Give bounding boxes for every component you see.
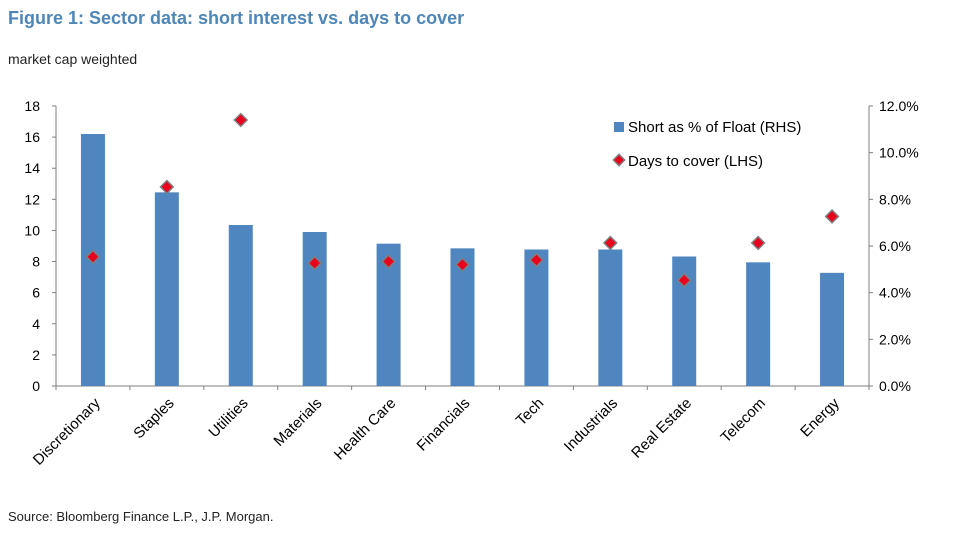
y-left-tick-label: 10 bbox=[24, 222, 40, 238]
y-left-tick-label: 8 bbox=[32, 254, 40, 270]
x-category-label: Telecom bbox=[717, 395, 769, 447]
chart-title: Figure 1: Sector data: short interest vs… bbox=[8, 8, 465, 28]
legend-diamond-label: Days to cover (LHS) bbox=[628, 153, 763, 170]
plot-area: 0 2 4 6 8 10 12 14 16 18 0.0% 2.0% 4.0% 6.0% 8.0% 10.0%… bbox=[24, 98, 918, 469]
y-left-tick-label: 12 bbox=[24, 191, 40, 207]
days-to-cover-marker bbox=[159, 179, 175, 195]
x-category-label: Health Care bbox=[331, 395, 400, 464]
y-left-tick-label: 14 bbox=[24, 160, 40, 176]
days-to-cover-marker bbox=[676, 272, 692, 288]
chart-source: Source: Bloomberg Finance L.P., J.P. Mor… bbox=[8, 509, 274, 524]
y-right-tick-label: 4.0% bbox=[879, 285, 911, 301]
x-category-label: Industrials bbox=[561, 395, 621, 455]
legend-diamond-swatch bbox=[612, 153, 626, 167]
days-to-cover-marker bbox=[381, 254, 397, 269]
x-category-label: Materials bbox=[270, 395, 325, 450]
x-category-label: Financials bbox=[414, 395, 474, 455]
y-right-tick-label: 8.0% bbox=[879, 191, 911, 207]
x-category-label: Utilities bbox=[205, 395, 251, 441]
y-right-tick-label: 10.0% bbox=[879, 145, 919, 161]
y-left-tick-label: 0 bbox=[32, 378, 40, 394]
chart-subtitle: market cap weighted bbox=[8, 51, 138, 67]
y-left-tick-label: 6 bbox=[32, 285, 40, 301]
y-right-tick-label: 2.0% bbox=[879, 331, 911, 347]
x-category-label: Discretionary bbox=[30, 394, 104, 468]
y-left-tick-label: 16 bbox=[24, 129, 40, 145]
y-left-tick-label: 4 bbox=[32, 316, 40, 332]
bar bbox=[154, 192, 179, 386]
y-right-tick-label: 6.0% bbox=[879, 238, 911, 254]
bar bbox=[228, 225, 253, 386]
days-to-cover-marker bbox=[750, 235, 766, 251]
days-to-cover-marker bbox=[602, 235, 618, 251]
legend: Short as % of Float (RHS) Days to cover … bbox=[612, 119, 801, 170]
bar bbox=[524, 249, 549, 386]
x-category-label: Tech bbox=[513, 395, 547, 429]
legend-bar-label: Short as % of Float (RHS) bbox=[628, 119, 801, 136]
x-category-label: Energy bbox=[797, 394, 843, 440]
days-to-cover-marker bbox=[455, 257, 470, 273]
legend-bar-swatch bbox=[614, 122, 624, 132]
x-category-label: Staples bbox=[130, 395, 177, 442]
bar bbox=[598, 249, 623, 386]
days-to-cover-marker bbox=[233, 112, 249, 128]
days-to-cover-marker bbox=[528, 252, 544, 268]
days-to-cover-marker bbox=[85, 249, 101, 265]
y-left-tick-label: 18 bbox=[24, 98, 40, 114]
days-to-cover-marker bbox=[307, 255, 323, 271]
bar bbox=[302, 232, 327, 386]
x-category-label: Real Estate bbox=[628, 395, 695, 462]
y-right-tick-label: 12.0% bbox=[879, 98, 919, 114]
bar bbox=[820, 272, 845, 386]
y-right-tick-label: 0.0% bbox=[879, 378, 911, 394]
y-left-tick-label: 2 bbox=[32, 347, 40, 363]
bar bbox=[746, 262, 771, 386]
days-to-cover-marker bbox=[824, 209, 840, 224]
